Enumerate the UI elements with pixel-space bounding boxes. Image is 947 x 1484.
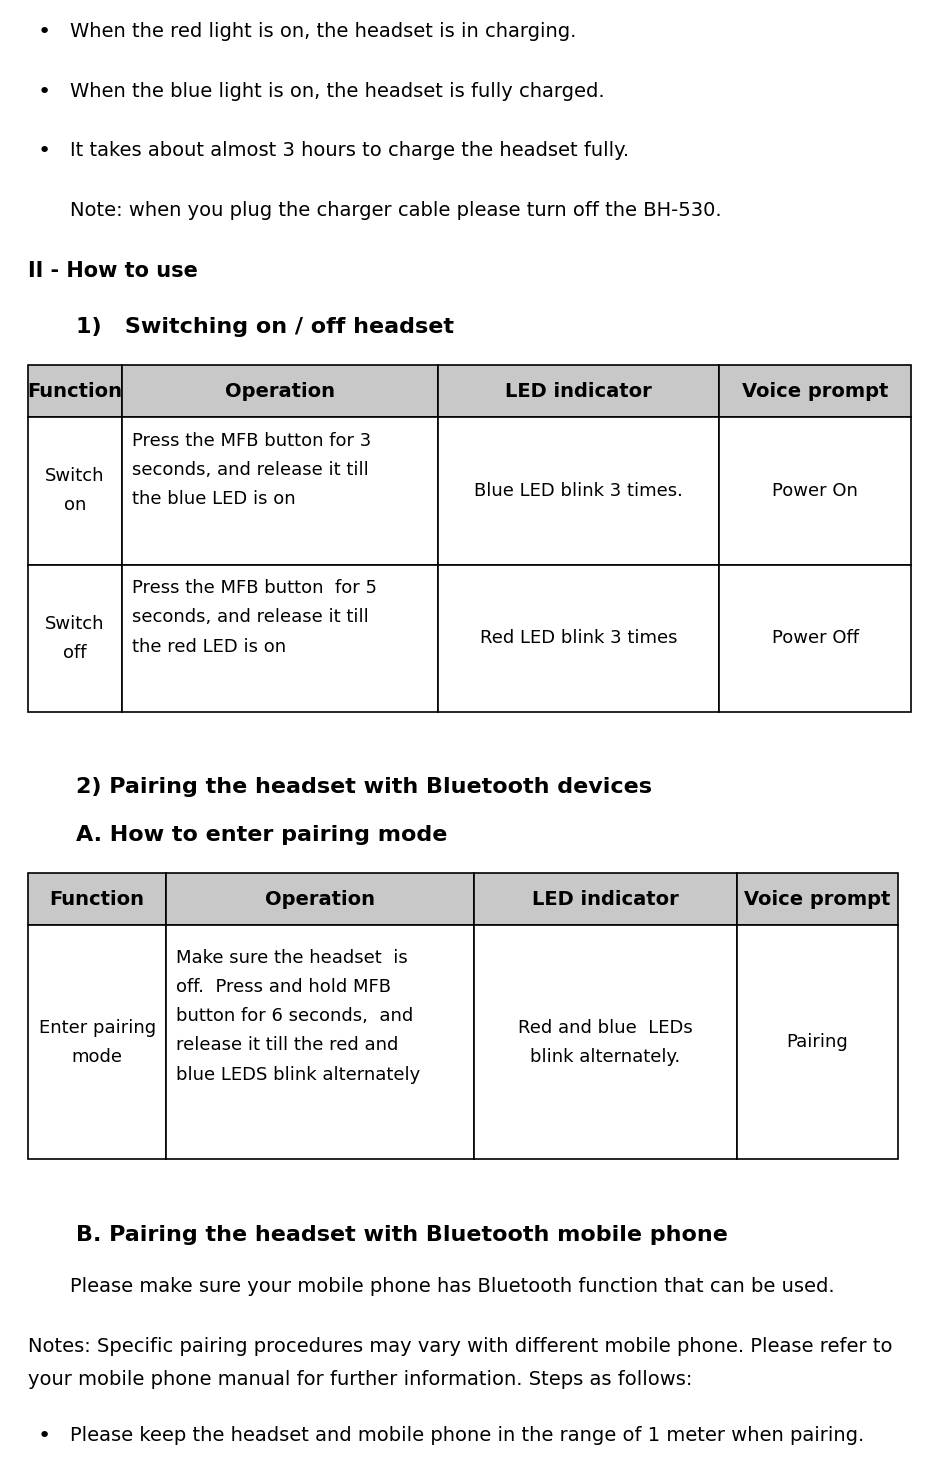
- Text: Please make sure your mobile phone has Bluetooth function that can be used.: Please make sure your mobile phone has B…: [70, 1276, 834, 1296]
- Bar: [474, 873, 737, 926]
- Bar: [720, 417, 911, 564]
- Text: Function: Function: [27, 381, 122, 401]
- Bar: [28, 365, 121, 417]
- Bar: [121, 365, 438, 417]
- Text: II - How to use: II - How to use: [28, 261, 198, 280]
- Bar: [474, 926, 737, 1159]
- Text: •: •: [38, 1426, 51, 1445]
- Bar: [121, 564, 438, 712]
- Text: Power Off: Power Off: [772, 629, 859, 647]
- Text: When the blue light is on, the headset is fully charged.: When the blue light is on, the headset i…: [70, 82, 604, 101]
- Text: Switch
on: Switch on: [45, 467, 104, 515]
- Text: Notes: Specific pairing procedures may vary with different mobile phone. Please : Notes: Specific pairing procedures may v…: [28, 1337, 892, 1355]
- Text: Operation: Operation: [225, 381, 335, 401]
- Bar: [720, 365, 911, 417]
- Text: LED indicator: LED indicator: [506, 381, 652, 401]
- Text: 1)   Switching on / off headset: 1) Switching on / off headset: [76, 318, 454, 337]
- Bar: [720, 564, 911, 712]
- Bar: [438, 365, 720, 417]
- Bar: [438, 564, 720, 712]
- Bar: [28, 873, 167, 926]
- Text: It takes about almost 3 hours to charge the headset fully.: It takes about almost 3 hours to charge …: [70, 141, 629, 160]
- Text: When the red light is on, the headset is in charging.: When the red light is on, the headset is…: [70, 22, 577, 42]
- Text: Note: when you plug the charger cable please turn off the BH-530.: Note: when you plug the charger cable pl…: [70, 202, 722, 220]
- Bar: [737, 873, 898, 926]
- Text: Power On: Power On: [772, 482, 858, 500]
- Text: Red and blue  LEDs
blink alternately.: Red and blue LEDs blink alternately.: [518, 1020, 693, 1066]
- Bar: [438, 417, 720, 564]
- Text: 2) Pairing the headset with Bluetooth devices: 2) Pairing the headset with Bluetooth de…: [76, 778, 652, 797]
- Text: Function: Function: [49, 890, 145, 908]
- Text: Please keep the headset and mobile phone in the range of 1 meter when pairing.: Please keep the headset and mobile phone…: [70, 1426, 865, 1445]
- Text: Operation: Operation: [265, 890, 375, 908]
- Text: Switch
off: Switch off: [45, 614, 104, 662]
- Bar: [167, 926, 474, 1159]
- Text: Make sure the headset  is
off.  Press and hold MFB
button for 6 seconds,  and
re: Make sure the headset is off. Press and …: [176, 948, 420, 1083]
- Text: •: •: [38, 141, 51, 162]
- Text: Press the MFB button  for 5
seconds, and release it till
the red LED is on: Press the MFB button for 5 seconds, and …: [132, 579, 377, 656]
- Text: your mobile phone manual for further information. Steps as follows:: your mobile phone manual for further inf…: [28, 1370, 692, 1389]
- Bar: [737, 926, 898, 1159]
- Bar: [28, 564, 121, 712]
- Text: •: •: [38, 22, 51, 42]
- Text: Enter pairing
mode: Enter pairing mode: [39, 1020, 155, 1066]
- Bar: [167, 873, 474, 926]
- Text: Press the MFB button for 3
seconds, and release it till
the blue LED is on: Press the MFB button for 3 seconds, and …: [132, 432, 371, 509]
- Text: Voice prompt: Voice prompt: [742, 381, 888, 401]
- Text: Blue LED blink 3 times.: Blue LED blink 3 times.: [474, 482, 683, 500]
- Text: A. How to enter pairing mode: A. How to enter pairing mode: [76, 825, 447, 846]
- Text: LED indicator: LED indicator: [532, 890, 679, 908]
- Bar: [28, 926, 167, 1159]
- Bar: [28, 417, 121, 564]
- Text: Voice prompt: Voice prompt: [744, 890, 890, 908]
- Text: •: •: [38, 82, 51, 102]
- Text: Red LED blink 3 times: Red LED blink 3 times: [480, 629, 677, 647]
- Text: Pairing: Pairing: [787, 1033, 849, 1052]
- Text: B. Pairing the headset with Bluetooth mobile phone: B. Pairing the headset with Bluetooth mo…: [76, 1224, 728, 1245]
- Bar: [121, 417, 438, 564]
